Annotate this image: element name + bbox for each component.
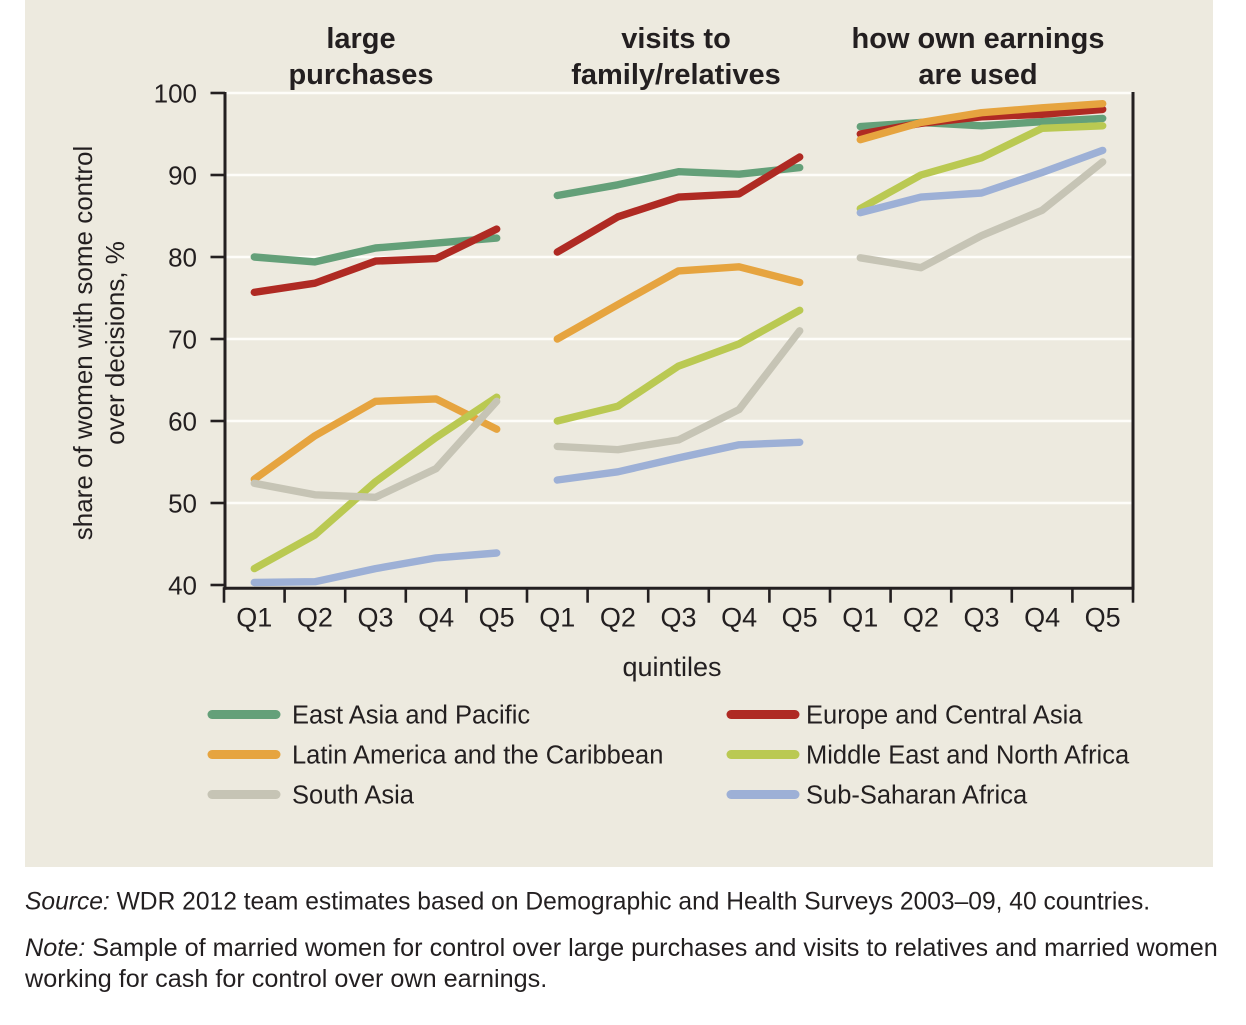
svg-text:Note: Sample of married women: Note: Sample of married women for contro… [25,934,1218,962]
svg-text:Q3: Q3 [963,603,999,633]
svg-text:Q4: Q4 [418,603,454,633]
svg-text:Middle East and North Africa: Middle East and North Africa [806,742,1130,770]
svg-text:40: 40 [168,571,197,601]
svg-text:how own earnings: how own earnings [852,23,1105,55]
svg-text:Q2: Q2 [600,603,636,633]
svg-text:80: 80 [168,243,197,273]
svg-text:Q1: Q1 [842,603,878,633]
svg-text:Q1: Q1 [236,603,272,633]
svg-text:50: 50 [168,489,197,519]
svg-text:East Asia and Pacific: East Asia and Pacific [292,702,530,730]
svg-text:Q3: Q3 [660,603,696,633]
svg-text:large: large [326,23,395,55]
svg-text:Q3: Q3 [357,603,393,633]
svg-text:purchases: purchases [288,59,433,91]
svg-text:Q1: Q1 [539,603,575,633]
svg-text:Latin America and the Caribbea: Latin America and the Caribbean [292,742,663,770]
svg-text:60: 60 [168,407,197,437]
svg-text:Q2: Q2 [297,603,333,633]
svg-text:are used: are used [918,59,1037,91]
svg-text:100: 100 [154,79,197,109]
svg-text:Q5: Q5 [1085,603,1121,633]
svg-text:family/relatives: family/relatives [571,59,781,91]
svg-text:Q5: Q5 [782,603,818,633]
svg-text:Q5: Q5 [479,603,515,633]
svg-text:Q4: Q4 [721,603,757,633]
svg-text:90: 90 [168,161,197,191]
svg-text:over decisions, %: over decisions, % [100,241,130,445]
svg-text:working for cash for control o: working for cash for control over own ea… [24,965,547,993]
svg-text:Source: WDR 2012 team estimate: Source: WDR 2012 team estimates based on… [25,889,1150,916]
svg-text:Europe and Central Asia: Europe and Central Asia [806,702,1083,730]
svg-text:70: 70 [168,325,197,355]
svg-text:Q4: Q4 [1024,603,1060,633]
svg-text:Sub-Saharan Africa: Sub-Saharan Africa [806,782,1028,810]
svg-text:Q2: Q2 [903,603,939,633]
svg-text:South Asia: South Asia [292,782,415,810]
svg-text:quintiles: quintiles [622,652,721,682]
svg-text:visits to: visits to [621,23,731,55]
svg-text:share of women with some contr: share of women with some control [68,146,98,541]
